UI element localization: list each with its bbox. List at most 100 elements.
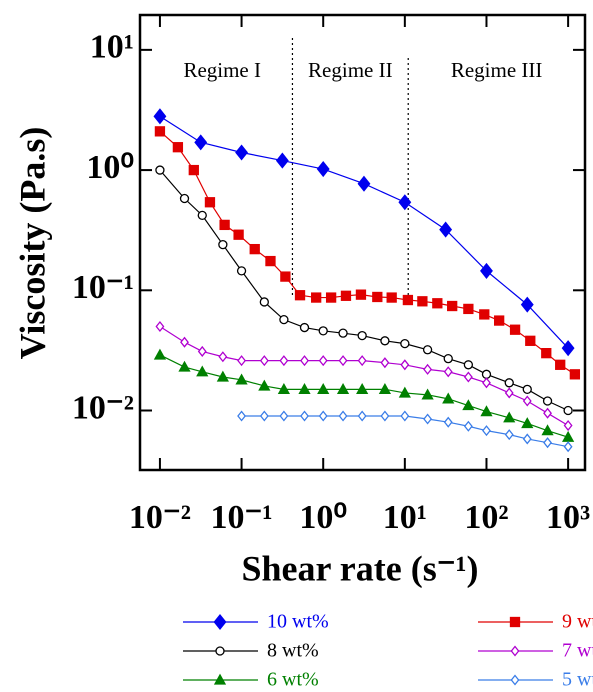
data-point (357, 330, 367, 341)
data-point (316, 161, 330, 178)
x-tick-label: 10⁻¹ (210, 499, 272, 536)
data-point (422, 345, 433, 355)
data-point (188, 164, 199, 176)
data-point (439, 221, 453, 238)
data-point (318, 326, 328, 336)
data-point (294, 290, 306, 301)
data-point (432, 298, 443, 309)
data-point (155, 320, 165, 333)
data-point (480, 262, 493, 279)
data-point (372, 291, 383, 303)
data-point (279, 410, 289, 422)
legend-label: 5 wt% (562, 669, 593, 691)
y-tick-label: 10⁻² (72, 389, 134, 426)
regime-label: Regime I (183, 58, 261, 82)
data-point (338, 410, 348, 422)
legend-label: 8 wt% (267, 640, 319, 662)
data-point (443, 354, 453, 364)
data-point (402, 294, 414, 306)
plot-frame (138, 13, 587, 472)
data-point (400, 338, 410, 349)
data-point (259, 297, 269, 307)
data-point (509, 324, 521, 335)
data-point (299, 322, 310, 333)
series-line (159, 130, 576, 375)
data-point (423, 363, 433, 375)
legend-label: 9 wt% (562, 611, 593, 633)
legend-label: 10 wt% (267, 611, 329, 633)
data-point (357, 355, 367, 367)
data-point (340, 290, 352, 301)
regime-label: Regime II (308, 58, 393, 82)
data-point (555, 359, 566, 370)
legend-label: 7 wt% (562, 640, 593, 662)
legend-marker (213, 613, 227, 631)
data-point (197, 210, 207, 221)
data-point (521, 417, 534, 429)
data-point (153, 108, 167, 125)
data-point (196, 365, 209, 377)
data-point (522, 395, 532, 407)
data-point (235, 144, 248, 161)
data-point (482, 425, 491, 437)
data-point (318, 410, 328, 422)
legend-marker (215, 646, 225, 656)
data-point (216, 370, 229, 382)
y-axis-label: Viscosity (Pa.s) (12, 127, 52, 360)
data-point (237, 355, 246, 367)
data-point (504, 387, 514, 399)
data-point (259, 410, 269, 422)
data-point (503, 411, 516, 423)
data-point (258, 379, 271, 391)
data-point (480, 405, 493, 417)
data-point (482, 377, 491, 389)
data-point (279, 355, 289, 367)
data-point (380, 357, 390, 369)
data-point (563, 405, 573, 416)
data-point (541, 348, 552, 359)
data-point (520, 296, 534, 313)
legend-marker (510, 674, 520, 686)
data-point (525, 335, 536, 346)
data-point (277, 383, 291, 394)
data-point (378, 383, 392, 394)
data-point (463, 371, 473, 383)
x-tick-label: 10³ (546, 499, 590, 536)
data-point (179, 193, 190, 204)
data-point (355, 289, 367, 300)
data-point (380, 410, 390, 422)
data-point (442, 392, 455, 404)
data-point (479, 309, 490, 320)
data-point (504, 378, 514, 388)
data-point (504, 429, 514, 441)
data-point (356, 383, 369, 394)
data-point (463, 420, 473, 432)
data-point (398, 194, 412, 211)
data-point (318, 355, 328, 367)
data-point (561, 340, 575, 357)
data-point (237, 410, 246, 422)
regime-label: Regime III (451, 58, 543, 82)
legend-marker (510, 645, 520, 657)
data-point (542, 396, 553, 406)
data-point (357, 410, 367, 422)
data-point (338, 355, 348, 367)
data-point (180, 336, 189, 348)
data-point (543, 437, 552, 449)
data-point (325, 292, 337, 303)
series-line (159, 115, 569, 349)
data-point (317, 383, 330, 394)
data-point (259, 355, 269, 367)
data-point (494, 315, 505, 326)
data-point (155, 165, 165, 175)
data-point (481, 369, 492, 379)
data-point (463, 303, 474, 315)
y-tick-label: 10⁰ (86, 149, 134, 186)
legend-marker (509, 616, 521, 628)
data-point (218, 351, 228, 363)
x-tick-label: 10⁰ (299, 499, 347, 536)
data-point (236, 266, 247, 276)
data-point (336, 383, 350, 394)
data-point (235, 373, 248, 385)
